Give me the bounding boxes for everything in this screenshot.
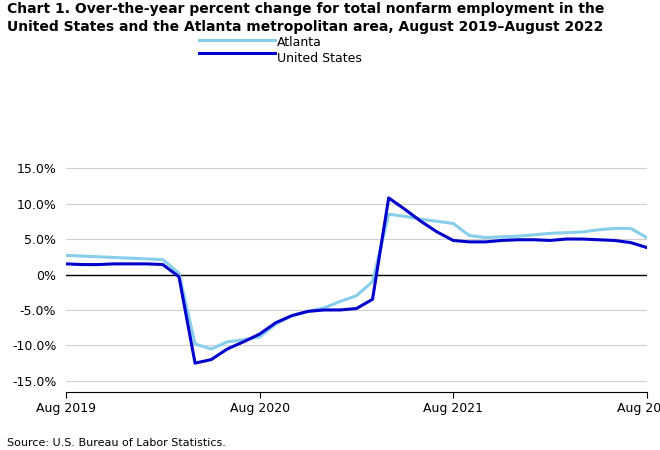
Atlanta: [78, 253, 86, 259]
United States: [385, 195, 393, 201]
Atlanta: [433, 219, 441, 224]
Atlanta: [368, 279, 376, 284]
Atlanta: [159, 257, 167, 262]
United States: [643, 245, 651, 250]
United States: [337, 307, 345, 313]
Text: Source: U.S. Bureau of Labor Statistics.: Source: U.S. Bureau of Labor Statistics.: [7, 438, 226, 448]
Text: Atlanta: Atlanta: [277, 36, 322, 49]
United States: [368, 297, 376, 302]
United States: [578, 236, 586, 242]
Atlanta: [94, 254, 102, 260]
Atlanta: [513, 234, 521, 239]
Atlanta: [449, 221, 457, 226]
United States: [320, 307, 328, 313]
Atlanta: [304, 309, 312, 314]
Atlanta: [175, 270, 183, 276]
United States: [449, 238, 457, 243]
Line: Atlanta: Atlanta: [66, 214, 647, 349]
Atlanta: [191, 341, 199, 346]
United States: [127, 261, 135, 266]
Atlanta: [595, 227, 603, 233]
United States: [433, 229, 441, 234]
United States: [627, 240, 635, 245]
United States: [240, 339, 248, 345]
Atlanta: [207, 346, 215, 351]
Atlanta: [337, 299, 345, 304]
Atlanta: [352, 293, 360, 298]
Atlanta: [401, 214, 409, 219]
United States: [595, 237, 603, 243]
United States: [94, 262, 102, 267]
United States: [465, 239, 473, 245]
Atlanta: [240, 337, 248, 342]
United States: [562, 236, 570, 242]
Atlanta: [627, 226, 635, 231]
Text: United States and the Atlanta metropolitan area, August 2019–August 2022: United States and the Atlanta metropolit…: [7, 20, 603, 34]
United States: [513, 237, 521, 243]
Atlanta: [417, 216, 425, 222]
Line: United States: United States: [66, 198, 647, 363]
Atlanta: [272, 321, 280, 327]
United States: [482, 239, 490, 245]
United States: [62, 261, 70, 266]
United States: [78, 262, 86, 267]
Atlanta: [127, 256, 135, 261]
Atlanta: [320, 305, 328, 310]
United States: [417, 219, 425, 224]
Atlanta: [562, 230, 570, 235]
United States: [175, 274, 183, 279]
United States: [352, 306, 360, 311]
United States: [110, 261, 118, 266]
Atlanta: [610, 226, 618, 231]
United States: [272, 320, 280, 325]
United States: [207, 357, 215, 362]
Atlanta: [385, 212, 393, 217]
Atlanta: [288, 313, 296, 318]
Text: United States: United States: [277, 52, 362, 65]
United States: [288, 313, 296, 318]
United States: [546, 238, 554, 243]
Atlanta: [255, 334, 263, 340]
United States: [498, 238, 506, 243]
Text: Chart 1. Over-the-year percent change for total nonfarm employment in the: Chart 1. Over-the-year percent change fo…: [7, 2, 604, 16]
United States: [143, 261, 150, 266]
United States: [159, 262, 167, 267]
Atlanta: [498, 234, 506, 239]
United States: [191, 360, 199, 366]
Atlanta: [465, 233, 473, 238]
United States: [610, 238, 618, 243]
Atlanta: [482, 235, 490, 240]
Atlanta: [643, 235, 651, 240]
Atlanta: [546, 231, 554, 236]
United States: [304, 309, 312, 314]
United States: [401, 207, 409, 212]
Atlanta: [530, 232, 538, 238]
United States: [530, 237, 538, 243]
Atlanta: [62, 252, 70, 258]
Atlanta: [110, 255, 118, 260]
United States: [255, 331, 263, 337]
Atlanta: [223, 339, 231, 345]
Atlanta: [578, 229, 586, 234]
United States: [223, 346, 231, 351]
Atlanta: [143, 256, 150, 261]
